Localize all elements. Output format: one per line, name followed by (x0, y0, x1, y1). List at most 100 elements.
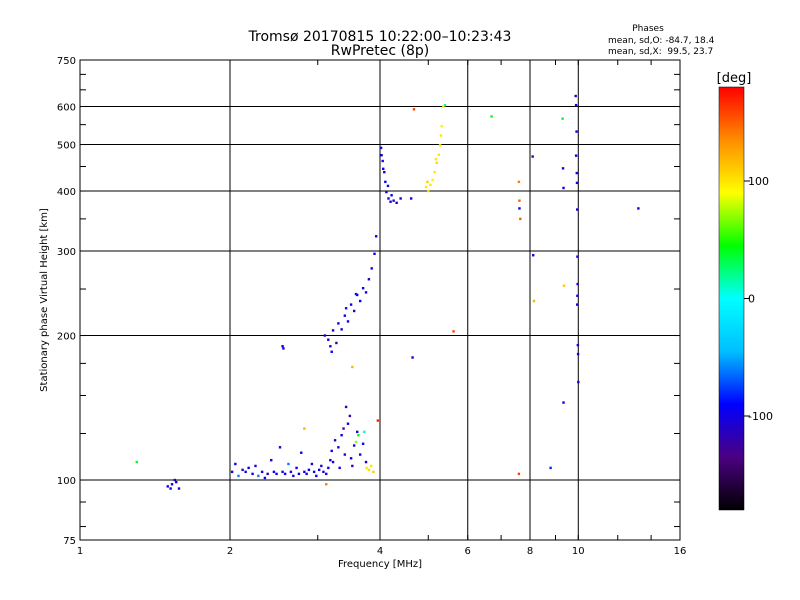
y-tick-label: 100 (57, 476, 76, 487)
data-point (390, 194, 393, 197)
data-point (340, 433, 343, 437)
data-point (438, 144, 442, 147)
data-point (367, 278, 371, 281)
data-point (382, 167, 385, 171)
data-point (295, 466, 298, 470)
data-point (532, 299, 536, 303)
data-point (135, 460, 138, 464)
data-point (303, 427, 306, 430)
data-point (247, 466, 250, 470)
data-point (576, 294, 579, 297)
data-point (562, 186, 565, 190)
data-point (292, 474, 295, 478)
data-point (443, 103, 447, 107)
data-point (346, 320, 350, 323)
data-point (349, 303, 353, 306)
data-point (263, 476, 267, 480)
data-point (177, 487, 181, 490)
data-point (434, 158, 438, 161)
axis-ticks (79, 59, 681, 540)
data-point (364, 291, 368, 294)
data-point (373, 252, 376, 256)
data-point (282, 347, 285, 350)
data-point (351, 464, 354, 468)
y-tick-label: 400 (57, 187, 76, 198)
data-point (574, 103, 578, 107)
data-point (169, 487, 172, 490)
chart-title: Tromsø 20170815 10:22:00–10:23:43 (248, 29, 512, 45)
data-point (317, 468, 321, 472)
data-point (300, 451, 303, 454)
colorbar-ticks: 100 0 -100 (744, 175, 773, 423)
data-point (532, 254, 535, 257)
data-point (561, 167, 565, 170)
data-point (452, 330, 455, 333)
data-point (289, 470, 293, 474)
data-point (333, 439, 337, 442)
x-tick-label: 10 (572, 546, 585, 557)
y-tick-label: 200 (57, 332, 76, 343)
data-point (369, 464, 373, 468)
data-point (337, 446, 340, 449)
data-point (320, 464, 323, 468)
data-point (349, 457, 353, 460)
data-point (367, 468, 371, 472)
data-point (307, 468, 311, 472)
stats-o-line: mean, sd,O: -84.7, 18.4 (608, 36, 715, 46)
data-point (439, 134, 443, 137)
data-point (380, 154, 383, 157)
data-point (409, 197, 413, 200)
data-point (237, 474, 240, 478)
data-point (518, 199, 521, 202)
data-point (346, 422, 350, 425)
data-point (166, 485, 169, 488)
grid-lines (80, 60, 680, 540)
plot-area (79, 59, 681, 541)
data-point (574, 94, 577, 98)
data-point (411, 356, 414, 359)
data-point (335, 341, 338, 345)
data-point (442, 105, 445, 108)
y-tick-label: 300 (57, 247, 76, 258)
data-point (355, 293, 359, 297)
x-tick-label: 1 (77, 546, 83, 557)
data-point (278, 446, 282, 449)
data-point (437, 153, 441, 156)
y-tick-labels: 75 100 200 300 400 500 600 750 (57, 56, 76, 547)
data-point (426, 180, 429, 184)
data-point (435, 161, 438, 165)
data-point (337, 322, 340, 325)
data-point (517, 180, 521, 184)
x-tick-label: 16 (674, 546, 687, 557)
data-point (329, 345, 332, 348)
data-point (429, 183, 432, 187)
data-point (561, 117, 564, 120)
data-point (490, 115, 493, 118)
data-point (323, 334, 327, 337)
data-point (342, 427, 345, 430)
data-point (519, 217, 522, 221)
data-point (637, 207, 640, 210)
data-points (135, 94, 640, 490)
data-point (175, 480, 178, 484)
data-point (575, 130, 578, 133)
data-point (266, 472, 269, 476)
data-point (340, 328, 343, 331)
data-point (331, 329, 335, 332)
chart-subtitle: RwPretec (8p) (331, 43, 429, 59)
y-tick-label: 500 (57, 141, 76, 152)
data-point (386, 184, 390, 188)
data-point (343, 314, 347, 317)
data-point (344, 405, 348, 409)
data-point (364, 460, 368, 464)
data-point (365, 466, 368, 470)
data-point (576, 208, 579, 211)
data-point (518, 207, 521, 210)
data-point (348, 414, 352, 418)
data-point (379, 146, 383, 150)
x-tick-label: 6 (465, 546, 471, 557)
data-point (234, 462, 237, 466)
data-point (374, 235, 378, 238)
data-point (562, 284, 566, 287)
